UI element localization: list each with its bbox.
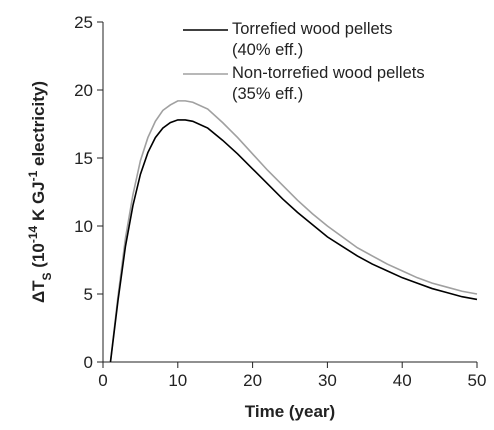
y-axis-label: ΔTS (10-14 K GJ-1 electricity) (26, 81, 54, 303)
x-axis-label: Time (year) (245, 402, 335, 421)
y-label-part: S (40, 272, 54, 280)
y-tick-label: 10 (74, 217, 93, 236)
line-series (109, 100, 478, 363)
y-tick-label: 0 (84, 353, 93, 372)
y-label-part: -14 (26, 225, 40, 243)
y-label-part: -1 (26, 170, 40, 181)
x-tick-label: 50 (468, 371, 487, 390)
y-label-part: (10 (29, 243, 48, 272)
x-tick-label: 10 (168, 371, 187, 390)
line-series (109, 119, 478, 363)
y-label-part: ΔT (29, 280, 48, 303)
x-tick-label: 30 (318, 371, 337, 390)
x-tick-label: 20 (243, 371, 262, 390)
y-label-part: K GJ (29, 181, 48, 225)
y-tick-label: 25 (74, 13, 93, 32)
legend-label: Torrefied wood pellets (40% eff.) (232, 20, 393, 59)
x-tick-label: 0 (98, 371, 107, 390)
legend-label: Non-torrefied wood pellets (35% eff.) (232, 64, 425, 103)
y-tick-label: 15 (74, 149, 93, 168)
y-tick-label: 5 (84, 285, 93, 304)
y-tick-label: 20 (74, 81, 93, 100)
x-tick-label: 40 (393, 371, 412, 390)
y-label-part: electricity) (29, 81, 48, 171)
